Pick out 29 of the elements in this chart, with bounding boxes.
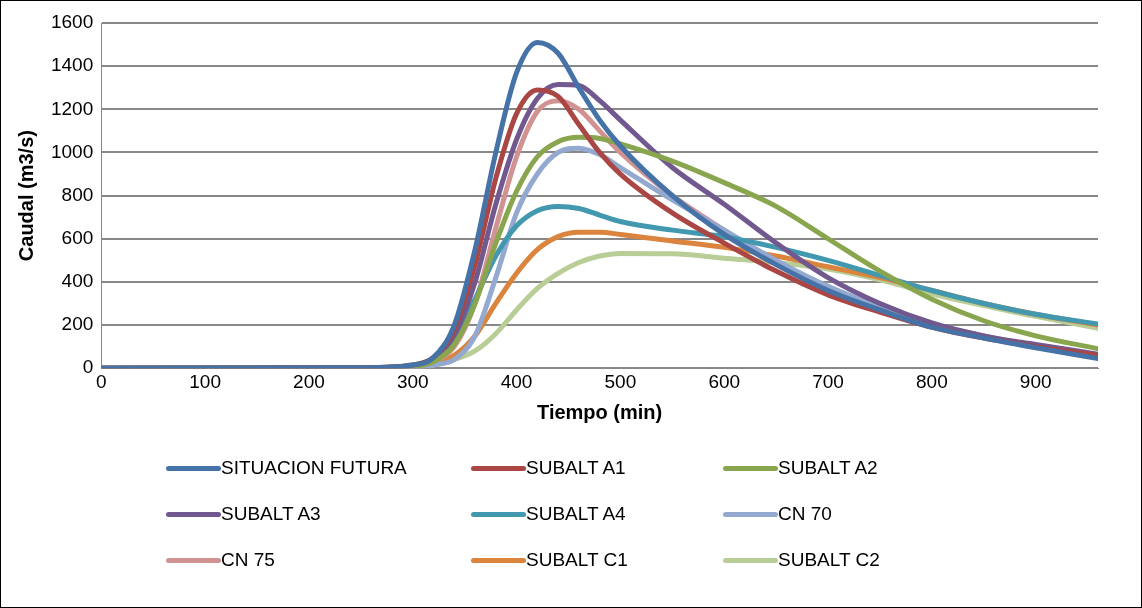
y-tick-label: 800 [61, 183, 94, 205]
legend-label: SUBALT C1 [526, 549, 628, 571]
legend-label: SUBALT A4 [526, 503, 626, 525]
y-axis-title: Caudal (m3/s) [14, 130, 37, 262]
legend-label: SITUACION FUTURA [221, 457, 407, 479]
x-tick-label: 400 [500, 370, 533, 392]
x-tick-label: 100 [189, 370, 221, 392]
y-tick-label: 1400 [50, 54, 94, 76]
y-tick-label: 1200 [50, 97, 94, 119]
x-tick-label: 300 [396, 370, 429, 392]
legend-label: CN 75 [221, 549, 275, 571]
x-tick-label: 900 [1019, 370, 1052, 392]
y-tick-label: 200 [61, 313, 94, 335]
y-tick-label: 600 [61, 226, 94, 248]
y-tick-label: 1600 [50, 11, 94, 33]
x-tick-label: 500 [604, 370, 637, 392]
x-tick-label: 600 [708, 370, 741, 392]
legend-label: SUBALT A3 [221, 503, 321, 525]
y-tick-label: 0 [82, 356, 94, 378]
y-tick-label: 1000 [50, 140, 94, 162]
y-tick-label: 400 [61, 270, 94, 292]
x-tick-label: 800 [916, 370, 948, 392]
legend-label: SUBALT C2 [778, 549, 880, 571]
legend-label: CN 70 [778, 503, 832, 525]
legend-label: SUBALT A1 [526, 457, 626, 479]
x-tick-label: 200 [293, 370, 325, 392]
legend-label: SUBALT A2 [778, 457, 878, 479]
x-axis-title: Tiempo (min) [537, 400, 663, 423]
x-tick-label: 700 [812, 370, 844, 392]
